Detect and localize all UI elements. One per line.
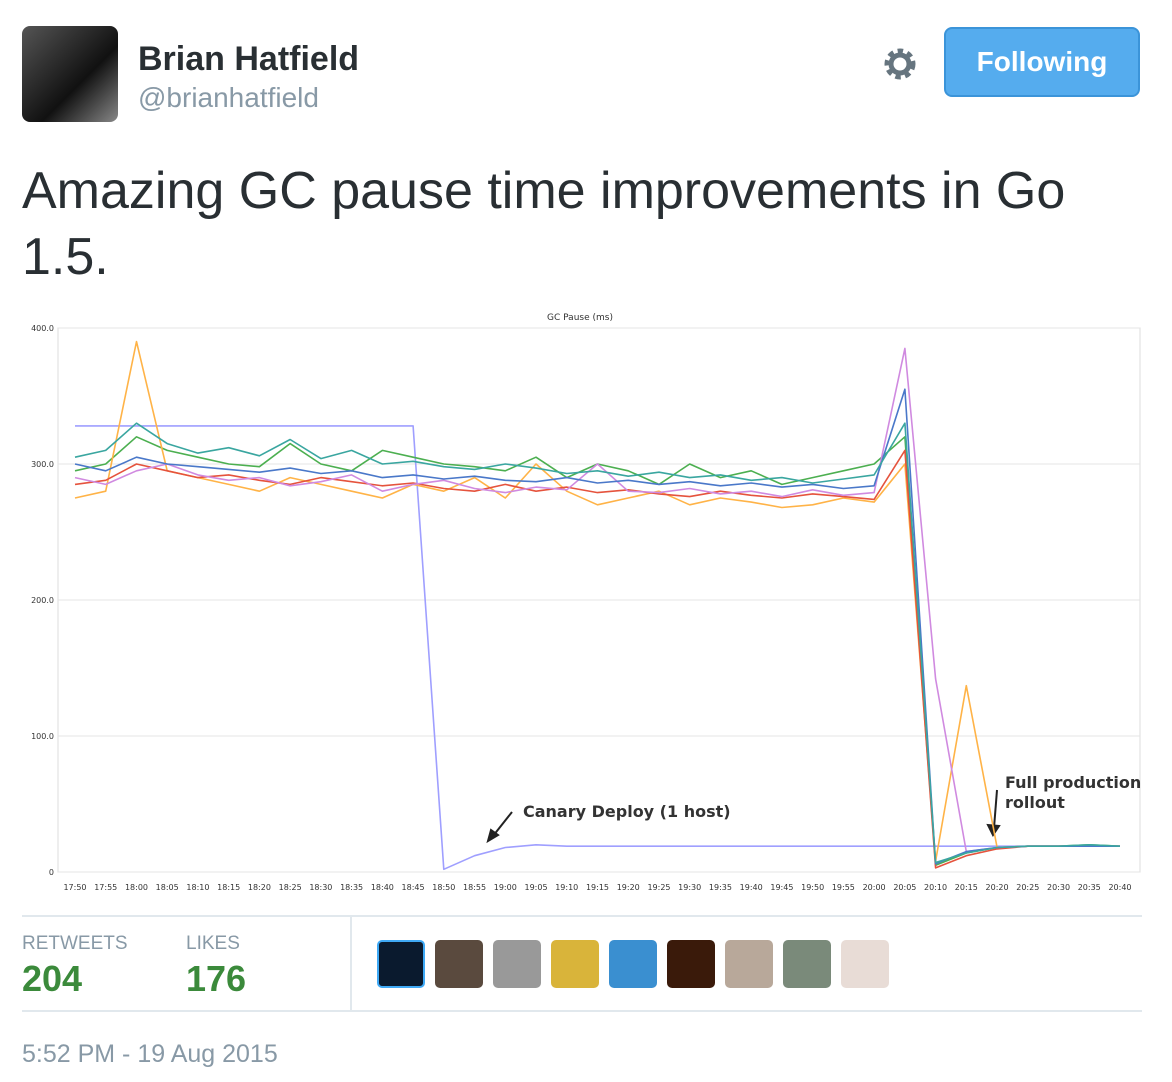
liker-avatar[interactable] — [377, 940, 425, 988]
likes-label[interactable]: LIKES — [186, 933, 240, 954]
x-tick-label: 20:20 — [986, 883, 1009, 892]
x-tick-label: 18:30 — [309, 883, 332, 892]
user-handle[interactable]: @brianhatfield — [138, 82, 319, 113]
x-tick-label: 19:45 — [770, 883, 793, 892]
x-tick-label: 18:35 — [340, 883, 363, 892]
x-tick-label: 19:30 — [678, 883, 701, 892]
x-tick-label: 18:05 — [156, 883, 179, 892]
likes-count[interactable]: 176 — [186, 958, 247, 999]
x-tick-label: 18:10 — [186, 883, 209, 892]
x-tick-label: 18:00 — [125, 883, 148, 892]
divider — [22, 915, 1142, 917]
timestamp[interactable]: 5:52 PM - 19 Aug 2015 — [22, 1040, 278, 1068]
liker-avatar[interactable] — [435, 940, 483, 988]
x-tick-label: 19:15 — [586, 883, 609, 892]
x-tick-label: 19:05 — [524, 883, 547, 892]
x-tick-label: 18:25 — [279, 883, 302, 892]
x-tick-label: 18:40 — [371, 883, 394, 892]
series-line — [74, 340, 1120, 862]
x-tick-label: 18:55 — [463, 883, 486, 892]
liker-avatar[interactable] — [609, 940, 657, 988]
x-tick-label: 18:20 — [248, 883, 271, 892]
y-tick-label: 300.0 — [31, 460, 54, 469]
annotation: Full production — [1005, 773, 1141, 792]
liker-avatar[interactable] — [841, 940, 889, 988]
tweet-text: Amazing GC pause time improvements in Go… — [22, 162, 1066, 286]
series-line — [74, 347, 1120, 853]
x-tick-label: 19:00 — [494, 883, 517, 892]
y-tick-label: 400.0 — [31, 324, 54, 333]
x-tick-label: 19:35 — [709, 883, 732, 892]
x-tick-label: 17:50 — [63, 883, 86, 892]
x-tick-label: 18:50 — [432, 883, 455, 892]
annotation: Canary Deploy (1 host) — [523, 802, 731, 821]
x-tick-label: 20:25 — [1016, 883, 1039, 892]
x-tick-label: 20:10 — [924, 883, 947, 892]
x-tick-label: 19:55 — [832, 883, 855, 892]
x-tick-label: 19:40 — [740, 883, 763, 892]
divider — [350, 917, 352, 1010]
retweets-count[interactable]: 204 — [22, 958, 83, 999]
x-tick-label: 18:45 — [402, 883, 425, 892]
x-tick-label: 19:10 — [555, 883, 578, 892]
x-tick-label: 17:55 — [94, 883, 117, 892]
x-tick-label: 20:35 — [1078, 883, 1101, 892]
liker-avatar[interactable] — [551, 940, 599, 988]
settings-icon[interactable] — [880, 44, 920, 84]
x-tick-label: 18:15 — [217, 883, 240, 892]
x-tick-label: 19:25 — [647, 883, 670, 892]
follow-button[interactable]: Following — [944, 27, 1140, 97]
liker-avatar[interactable] — [667, 940, 715, 988]
liker-avatar[interactable] — [493, 940, 541, 988]
retweets-label[interactable]: RETWEETS — [22, 933, 128, 954]
x-tick-label: 20:15 — [955, 883, 978, 892]
liker-avatar[interactable] — [783, 940, 831, 988]
avatar[interactable] — [22, 26, 118, 122]
x-tick-label: 20:00 — [863, 883, 886, 892]
divider — [22, 1010, 1142, 1012]
series-line — [74, 422, 1121, 864]
y-tick-label: 100.0 — [31, 732, 54, 741]
y-tick-label: 200.0 — [31, 596, 54, 605]
x-tick-label: 20:05 — [893, 883, 916, 892]
x-tick-label: 20:30 — [1047, 883, 1070, 892]
series-line — [75, 425, 1120, 871]
chart-title: GC Pause (ms) — [547, 313, 613, 323]
user-name[interactable]: Brian Hatfield — [138, 40, 360, 78]
y-tick-label: 0 — [49, 868, 54, 877]
liker-avatar[interactable] — [725, 940, 773, 988]
x-tick-label: 19:20 — [617, 883, 640, 892]
chart: GC Pause (ms) 0 100.0 200.0 300.0 400.0 17:50… — [31, 313, 1141, 892]
x-tick-label: 19:50 — [801, 883, 824, 892]
annotation: rollout — [1005, 793, 1065, 812]
x-tick-label: 20:40 — [1108, 883, 1131, 892]
